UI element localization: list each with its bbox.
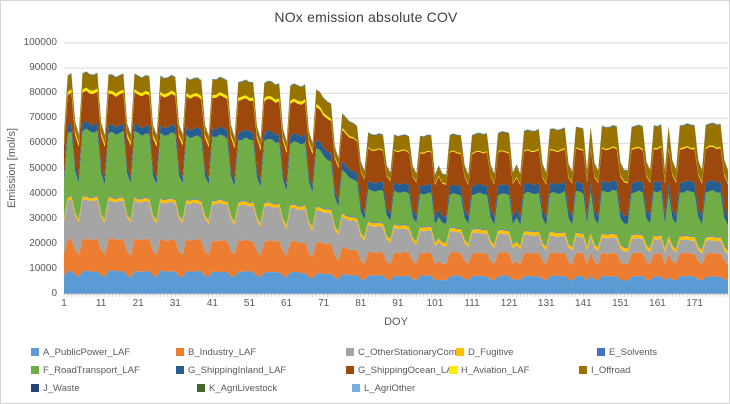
legend-item-A_PublicPower_LAF[interactable]: A_PublicPower_LAF (31, 346, 130, 358)
legend-item-H_Aviation_LAF[interactable]: H_Aviation_LAF (449, 364, 529, 376)
legend-label: I_Offroad (591, 364, 631, 376)
x-tick-label: 41 (206, 298, 218, 309)
legend-swatch-K_AgriLivestock (197, 384, 205, 392)
legend-item-J_Waste[interactable]: J_Waste (31, 382, 80, 394)
series-area-C_OtherStationaryComb[interactable] (64, 199, 728, 265)
legend-swatch-H_Aviation_LAF (449, 366, 457, 374)
legend-swatch-E_Solvents (597, 348, 605, 356)
y-tick-label: 70000 (29, 112, 57, 124)
legend-item-F_RoadTransport_LAF[interactable]: F_RoadTransport_LAF (31, 364, 140, 376)
legend-label: E_Solvents (609, 346, 658, 358)
x-axis-title: DOY (384, 316, 408, 328)
legend-swatch-F_RoadTransport_LAF (31, 366, 39, 374)
chart-title: NOx emission absolute COV (274, 9, 458, 25)
series-area-G_ShippingOcean_LAF[interactable] (64, 90, 728, 219)
legend-swatch-L_AgriOther (352, 384, 360, 392)
y-tick-label: 100000 (23, 37, 57, 48)
x-tick-label: 81 (355, 298, 367, 309)
y-tick-label: 80000 (29, 87, 57, 99)
x-tick-label: 11 (95, 298, 107, 309)
y-tick-label: 10000 (29, 262, 57, 274)
legend-swatch-C_OtherStationaryComb (346, 348, 354, 356)
legend-label: A_PublicPower_LAF (43, 346, 131, 358)
legend-swatch-B_Industry_LAF (176, 348, 184, 356)
x-tick-label: 31 (169, 298, 181, 309)
x-tick-label: 71 (318, 298, 330, 309)
y-tick-label: 90000 (29, 62, 57, 74)
legend-item-G_ShippingInland_LAF[interactable]: G_ShippingInland_LAF (176, 364, 286, 376)
legend-label: H_Aviation_LAF (461, 364, 530, 376)
series-area-A_PublicPower_LAF[interactable] (64, 270, 728, 294)
legend-item-K_AgriLivestock[interactable]: K_AgriLivestock (197, 382, 277, 394)
x-tick-label: 151 (612, 298, 629, 309)
legend-swatch-D_Fugitive (456, 348, 464, 356)
y-tick-label: 0 (51, 288, 57, 299)
legend-swatch-I_Offroad (579, 366, 587, 374)
legend-swatch-J_Waste (31, 384, 39, 392)
series-area-F_RoadTransport_LAF[interactable] (64, 128, 728, 250)
legend-label: J_Waste (43, 382, 80, 394)
legend-label: G_ShippingInland_LAF (188, 364, 287, 376)
x-tick-label: 21 (132, 298, 144, 309)
legend-label: D_Fugitive (468, 346, 514, 358)
x-tick-label: 121 (500, 298, 518, 309)
legend-item-D_Fugitive[interactable]: D_Fugitive (456, 346, 513, 358)
x-tick-label: 161 (649, 298, 666, 309)
y-tick-label: 20000 (29, 237, 57, 249)
x-tick-label: 131 (537, 298, 555, 309)
x-tick-label: 51 (243, 298, 256, 309)
legend-label: G_ShippingOcean_LAF (358, 364, 459, 376)
x-tick-label: 141 (574, 298, 592, 309)
legend-swatch-G_ShippingInland_LAF (176, 366, 184, 374)
legend-label: F_RoadTransport_LAF (43, 364, 140, 376)
legend-item-G_ShippingOcean_LAF[interactable]: G_ShippingOcean_LAF (346, 364, 458, 376)
x-tick-label: 171 (686, 298, 703, 309)
legend-item-B_Industry_LAF[interactable]: B_Industry_LAF (176, 346, 256, 358)
y-tick-label: 30000 (29, 212, 57, 224)
series-area-B_Industry_LAF[interactable] (64, 238, 728, 281)
legend-item-I_Offroad[interactable]: I_Offroad (579, 364, 630, 376)
x-tick-label: 111 (464, 298, 480, 309)
legend-label: B_Industry_LAF (188, 346, 257, 358)
x-tick-label: 91 (392, 298, 404, 309)
y-tick-label: 50000 (29, 162, 57, 174)
x-tick-label: 61 (281, 298, 293, 309)
legend-swatch-A_PublicPower_LAF (31, 348, 39, 356)
legend-label: C_OtherStationaryComb (358, 346, 463, 358)
y-tick-label: 60000 (29, 137, 57, 149)
legend-swatch-G_ShippingOcean_LAF (346, 366, 354, 374)
legend-item-C_OtherStationaryComb[interactable]: C_OtherStationaryComb (346, 346, 462, 358)
legend-label: L_AgriOther (364, 382, 416, 394)
series-area-D_Fugitive[interactable] (64, 196, 728, 255)
x-tick-label: 1 (61, 298, 67, 309)
y-tick-label: 40000 (29, 187, 57, 199)
legend-item-L_AgriOther[interactable]: L_AgriOther (352, 382, 415, 394)
x-tick-label: 101 (426, 298, 444, 309)
legend-item-E_Solvents[interactable]: E_Solvents (597, 346, 657, 358)
legend-label: K_AgriLivestock (209, 382, 278, 394)
